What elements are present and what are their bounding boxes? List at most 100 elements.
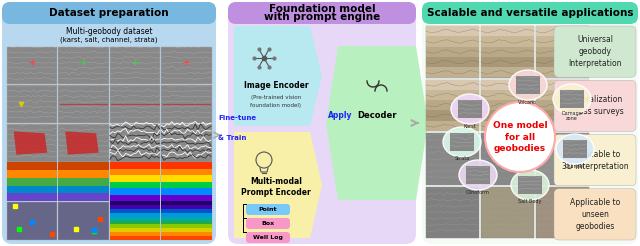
- Bar: [426, 26, 479, 36]
- Bar: [536, 57, 589, 67]
- Text: Multi-geobody dataset: Multi-geobody dataset: [66, 28, 152, 36]
- Bar: [161, 201, 211, 205]
- Bar: [58, 178, 109, 186]
- Text: Dataset preparation: Dataset preparation: [49, 8, 169, 18]
- FancyBboxPatch shape: [422, 2, 638, 244]
- Bar: [109, 124, 160, 162]
- Bar: [481, 26, 534, 77]
- Bar: [6, 85, 57, 123]
- Bar: [518, 176, 542, 194]
- Bar: [161, 188, 211, 195]
- Bar: [58, 202, 109, 240]
- Bar: [161, 162, 211, 169]
- Bar: [58, 162, 109, 170]
- Bar: [161, 202, 211, 240]
- Text: Point: Point: [259, 207, 277, 212]
- Text: foundation model): foundation model): [250, 104, 301, 108]
- Bar: [161, 169, 211, 175]
- Bar: [426, 36, 479, 46]
- Bar: [426, 46, 479, 57]
- Bar: [426, 67, 479, 77]
- Bar: [481, 46, 534, 57]
- FancyBboxPatch shape: [246, 204, 290, 215]
- Polygon shape: [13, 131, 47, 155]
- Bar: [536, 90, 589, 100]
- FancyBboxPatch shape: [554, 189, 636, 240]
- Bar: [6, 124, 57, 162]
- Bar: [481, 100, 534, 110]
- Bar: [109, 209, 160, 213]
- Bar: [109, 225, 160, 228]
- Bar: [563, 140, 587, 158]
- Text: (Pre-trained vision: (Pre-trained vision: [251, 95, 301, 101]
- Bar: [481, 67, 534, 77]
- Bar: [450, 133, 474, 151]
- Text: Salt Body: Salt Body: [518, 200, 541, 204]
- Bar: [6, 178, 57, 186]
- Bar: [426, 121, 479, 131]
- Text: Box: Box: [261, 221, 275, 226]
- Bar: [6, 193, 57, 201]
- Polygon shape: [234, 26, 322, 126]
- Bar: [161, 213, 211, 217]
- Bar: [109, 195, 160, 201]
- Bar: [109, 221, 160, 225]
- Bar: [6, 186, 57, 193]
- Bar: [161, 124, 211, 162]
- Polygon shape: [65, 131, 99, 155]
- Text: Decoder: Decoder: [357, 111, 397, 121]
- Bar: [58, 186, 109, 193]
- Bar: [109, 46, 160, 84]
- Text: Scalable and versatile applications: Scalable and versatile applications: [427, 8, 633, 18]
- FancyBboxPatch shape: [246, 232, 290, 243]
- Bar: [481, 26, 534, 36]
- Ellipse shape: [443, 127, 481, 157]
- Bar: [536, 110, 589, 121]
- Ellipse shape: [459, 160, 497, 190]
- Bar: [161, 85, 211, 123]
- Bar: [6, 202, 57, 240]
- Text: Fine-tune: Fine-tune: [218, 115, 256, 121]
- Bar: [426, 110, 479, 121]
- Text: Multi-modal
Prompt Encoder: Multi-modal Prompt Encoder: [241, 177, 311, 197]
- Ellipse shape: [556, 134, 594, 164]
- Bar: [161, 175, 211, 182]
- Bar: [109, 232, 160, 236]
- Bar: [536, 36, 589, 46]
- Bar: [161, 163, 211, 201]
- Bar: [161, 46, 211, 84]
- Bar: [536, 79, 589, 131]
- Bar: [109, 236, 160, 240]
- Bar: [560, 90, 584, 108]
- Text: Apply: Apply: [328, 110, 352, 120]
- Bar: [426, 79, 479, 90]
- Text: Well Log: Well Log: [253, 235, 283, 240]
- Text: Clinoform: Clinoform: [466, 189, 490, 195]
- Bar: [426, 79, 479, 131]
- Bar: [481, 79, 534, 131]
- FancyBboxPatch shape: [554, 135, 636, 186]
- FancyBboxPatch shape: [554, 80, 636, 132]
- Bar: [481, 57, 534, 67]
- Bar: [58, 193, 109, 201]
- Bar: [109, 163, 160, 201]
- Text: Applicable to
unseen
geobodies: Applicable to unseen geobodies: [570, 198, 620, 231]
- Bar: [6, 46, 57, 84]
- Bar: [109, 182, 160, 188]
- Bar: [481, 133, 534, 184]
- Text: Applicable to
3D interpretation: Applicable to 3D interpretation: [562, 150, 628, 170]
- Bar: [161, 228, 211, 232]
- Text: with prompt engine: with prompt engine: [264, 12, 380, 22]
- Bar: [109, 169, 160, 175]
- Bar: [58, 170, 109, 178]
- Bar: [109, 188, 160, 195]
- Bar: [109, 85, 160, 123]
- Polygon shape: [326, 46, 428, 200]
- Bar: [426, 90, 479, 100]
- Bar: [6, 162, 57, 170]
- FancyBboxPatch shape: [2, 2, 216, 24]
- Bar: [426, 57, 479, 67]
- Bar: [161, 217, 211, 221]
- Bar: [161, 221, 211, 225]
- Ellipse shape: [451, 94, 489, 124]
